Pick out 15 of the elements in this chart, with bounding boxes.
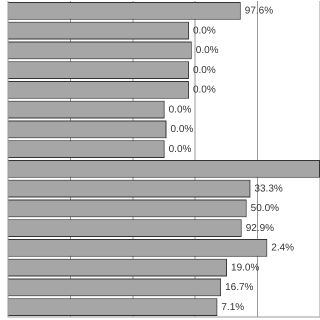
annotation: 0.0% (168, 104, 192, 116)
annotation: 0.0% (192, 64, 216, 76)
annotation: 2.4% (271, 242, 294, 254)
annotation: 7.1% (221, 302, 244, 313)
annotation: 0.0% (192, 84, 216, 96)
annotation: 97.6% (244, 6, 274, 17)
annotation: 16.7% (225, 282, 254, 294)
annotation: 50.0% (250, 203, 280, 214)
annotation: 0.0% (196, 45, 219, 56)
annotation: 0.0% (168, 144, 192, 155)
annotation: 0.0% (192, 25, 216, 36)
annotation: 33.3% (254, 183, 283, 194)
annotation: 92.9% (246, 222, 274, 234)
annotation: 19.0% (231, 262, 260, 274)
annotation: 0.0% (170, 124, 194, 136)
